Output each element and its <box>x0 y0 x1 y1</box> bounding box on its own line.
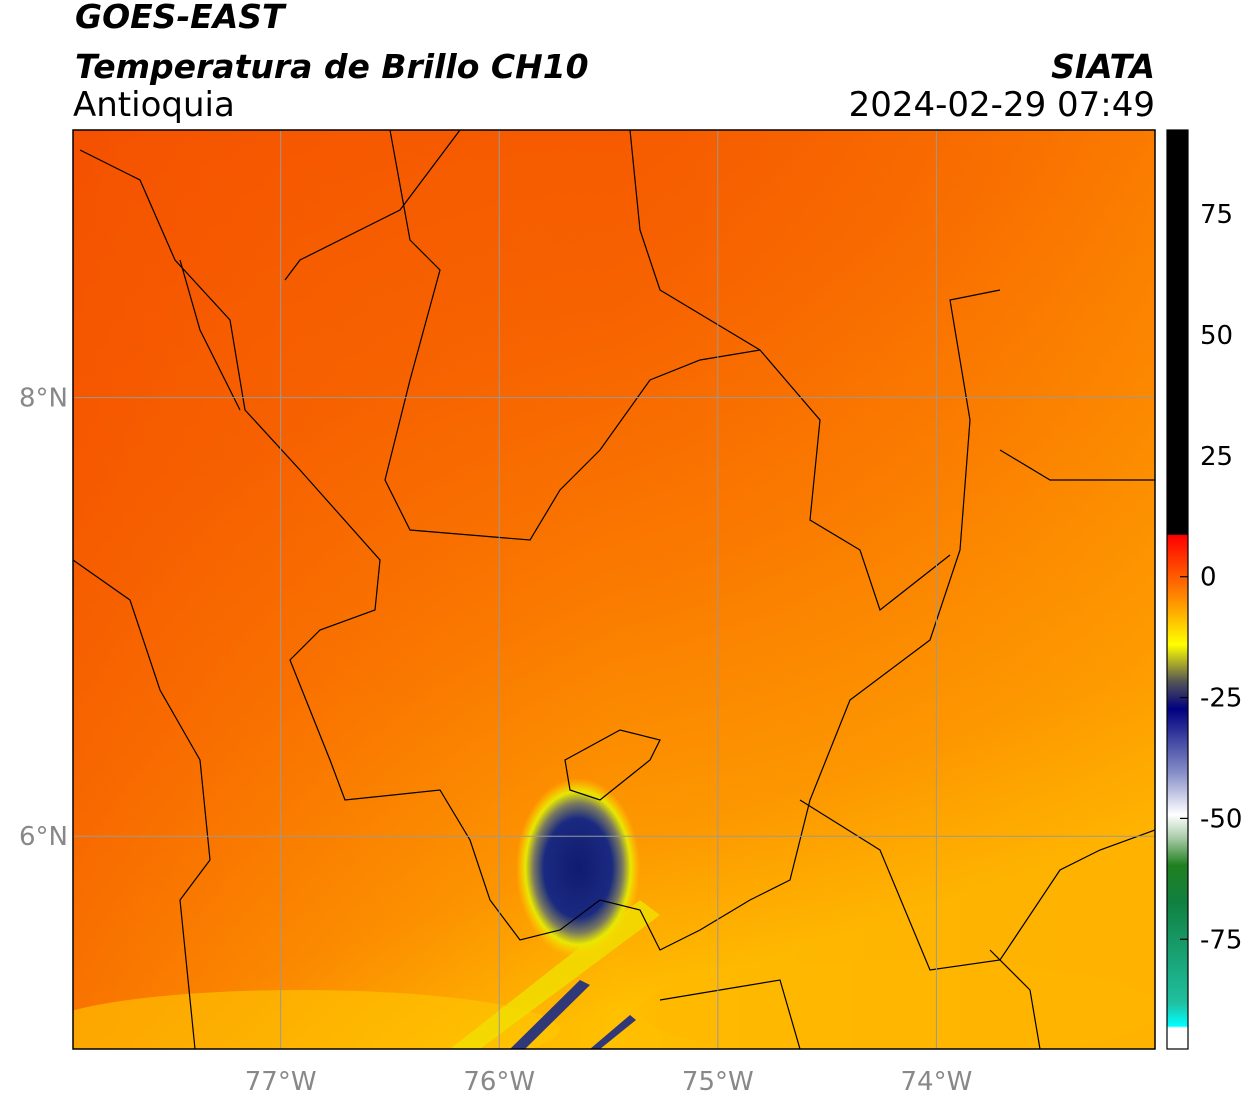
region: Antioquia <box>73 85 235 125</box>
y-tick-label: 8°N <box>19 384 68 414</box>
colorbar-tick-label: -25 <box>1200 684 1242 714</box>
colorbar-tick-label: 75 <box>1200 200 1233 230</box>
colorbar-tick-label: -50 <box>1200 804 1242 834</box>
gridlines <box>73 130 1155 1049</box>
title: GOES-EAST <box>75 0 287 36</box>
x-tick-label: 77°W <box>245 1067 317 1097</box>
map-frame <box>72 129 1156 1050</box>
colorbar-tick-label: 0 <box>1200 563 1217 593</box>
datetime: 2024-02-29 07:49 <box>849 85 1155 125</box>
x-tick-label: 76°W <box>463 1067 535 1097</box>
colorbar-tick-label: 25 <box>1200 442 1233 472</box>
colorbar-tick-label: 50 <box>1200 321 1233 351</box>
y-tick-label: 6°N <box>19 822 68 852</box>
source: SIATA <box>1051 47 1155 86</box>
colorbar <box>1166 129 1189 1050</box>
subtitle: Temperatura de Brillo CH10 <box>75 47 589 86</box>
x-tick-label: 74°W <box>901 1067 973 1097</box>
borders <box>73 130 1155 1049</box>
x-tick-label: 75°W <box>682 1067 754 1097</box>
colorbar-tick-label: -75 <box>1200 925 1242 955</box>
map-field <box>73 130 1155 1049</box>
